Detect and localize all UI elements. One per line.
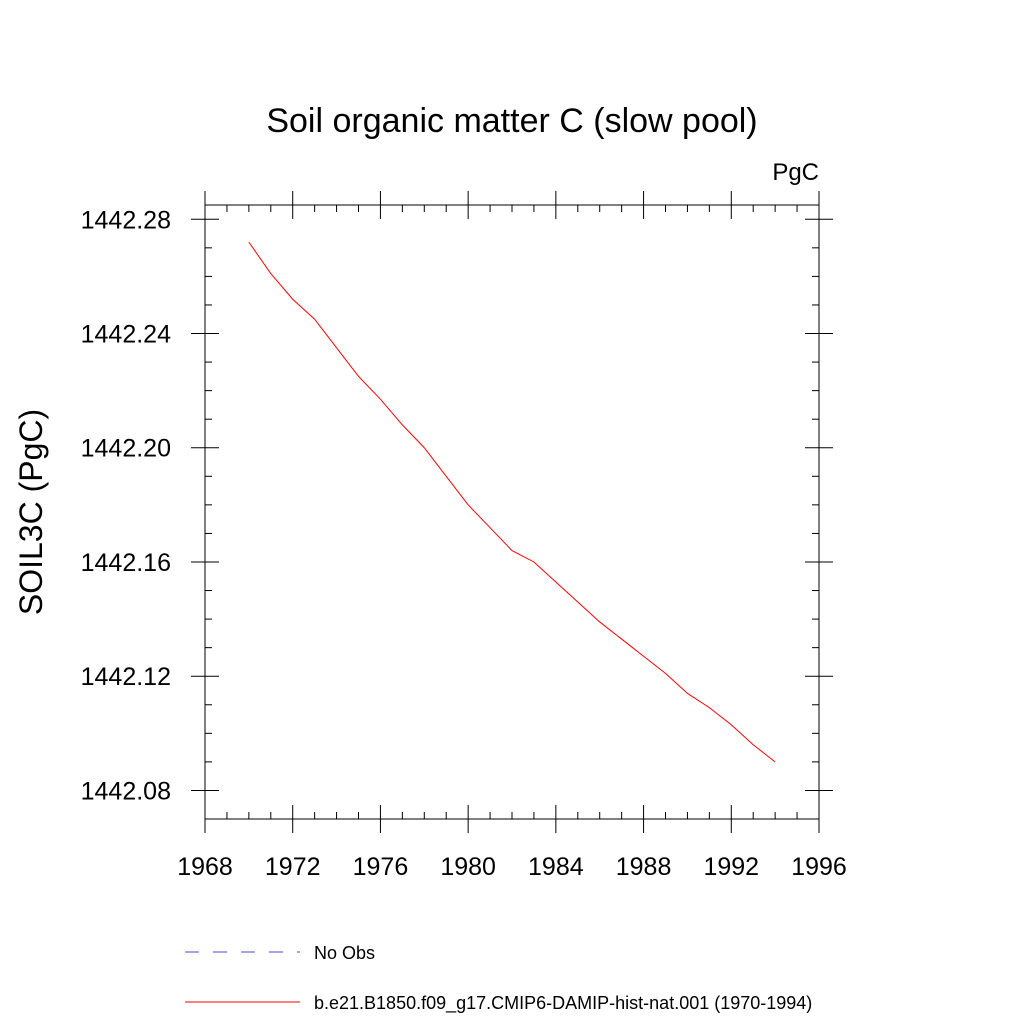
axis-ticks: 1968 1972 1976 1980 1984 1988 1992 1996 1442.08 1… (81, 191, 847, 881)
y-axis-label: SOIL3C (PgC) (13, 409, 49, 615)
x-tick-label: 1992 (703, 853, 759, 881)
legend-label-1: b.e21.B1850.f09_g17.CMIP6-DAMIP-hist-nat… (314, 993, 812, 1014)
plot-area (204, 204, 820, 820)
x-tick-label: 1984 (528, 853, 584, 881)
chart-title: Soil organic matter C (slow pool) (266, 102, 757, 140)
legend: No Obs b.e21.B1850.f09_g17.CMIP6-DAMIP-hi… (185, 943, 812, 1014)
units-label: PgC (772, 159, 819, 186)
x-tick-label: 1980 (440, 853, 496, 881)
x-tick-label: 1968 (177, 853, 233, 881)
x-tick-label: 1972 (265, 853, 321, 881)
x-tick-label: 1996 (791, 853, 847, 881)
x-tick-label: 1976 (353, 853, 409, 881)
plot-frame (204, 204, 820, 820)
legend-label-0: No Obs (314, 943, 375, 963)
y-tick-label: 1442.12 (81, 663, 171, 691)
y-tick-label: 1442.20 (81, 435, 171, 463)
y-tick-label: 1442.08 (81, 777, 171, 805)
y-tick-label: 1442.16 (81, 549, 171, 577)
y-tick-label: 1442.24 (81, 321, 171, 349)
x-tick-label: 1988 (616, 853, 672, 881)
series-line-1 (248, 241, 776, 763)
y-tick-label: 1442.28 (81, 206, 171, 234)
series-layer (248, 241, 776, 763)
